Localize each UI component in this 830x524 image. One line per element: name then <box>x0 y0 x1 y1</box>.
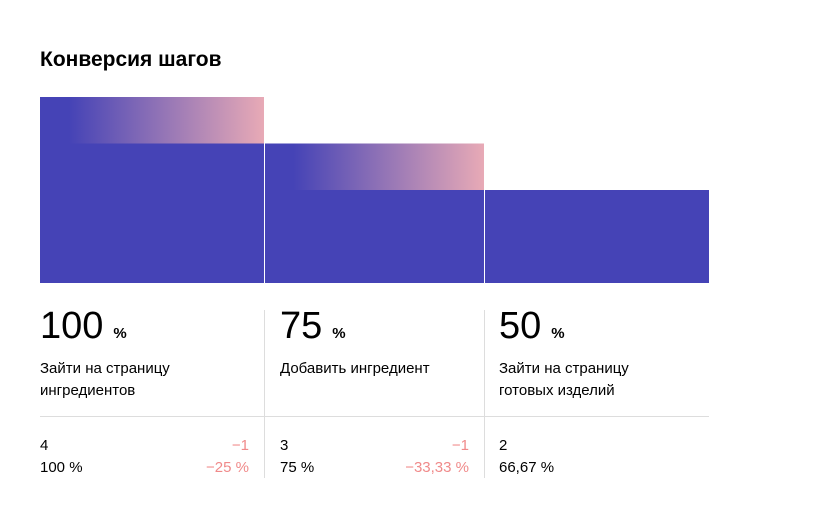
step-1-share: 100 % <box>40 459 83 476</box>
step-2-percent-row: 75% <box>280 306 346 346</box>
step-3-percent-row: 50% <box>499 306 565 346</box>
step-1-drop-count: −1 <box>231 437 249 454</box>
funnel-dropoff-step-1 <box>40 97 264 144</box>
funnel-dropoff-step-2 <box>265 143 484 190</box>
step-3-share: 66,67 % <box>499 459 555 476</box>
step-1-percent-unit: % <box>113 325 127 342</box>
step-2-count: 3 <box>280 437 289 454</box>
chart-title: Конверсия шагов <box>40 48 222 71</box>
step-1-percent-row: 100% <box>40 306 127 346</box>
step-1-percent-value: 100 <box>40 305 104 347</box>
step-2-share: 75 % <box>280 459 315 476</box>
step-2-drop-percent: −33,33 % <box>405 459 469 476</box>
funnel-bar-step-3 <box>485 190 709 283</box>
step-2-label: Добавить ингредиент <box>280 360 430 377</box>
step-2-percent-value: 75 <box>280 305 323 347</box>
step-3-label: Зайти на страницу готовых изделий <box>499 360 629 399</box>
step-3-percent-value: 50 <box>499 305 542 347</box>
funnel-bar-step-2 <box>265 143 484 283</box>
funnel-bar-step-1 <box>40 97 264 283</box>
step-1-label: Зайти на страницу ингредиентов <box>40 360 170 399</box>
step-1-drop-percent: −25 % <box>206 459 249 476</box>
step-3-count: 2 <box>499 437 508 454</box>
step-2-drop-count: −1 <box>451 437 469 454</box>
step-1-count: 4 <box>40 437 49 454</box>
step-3-percent-unit: % <box>551 325 565 342</box>
step-2-percent-unit: % <box>332 325 346 342</box>
